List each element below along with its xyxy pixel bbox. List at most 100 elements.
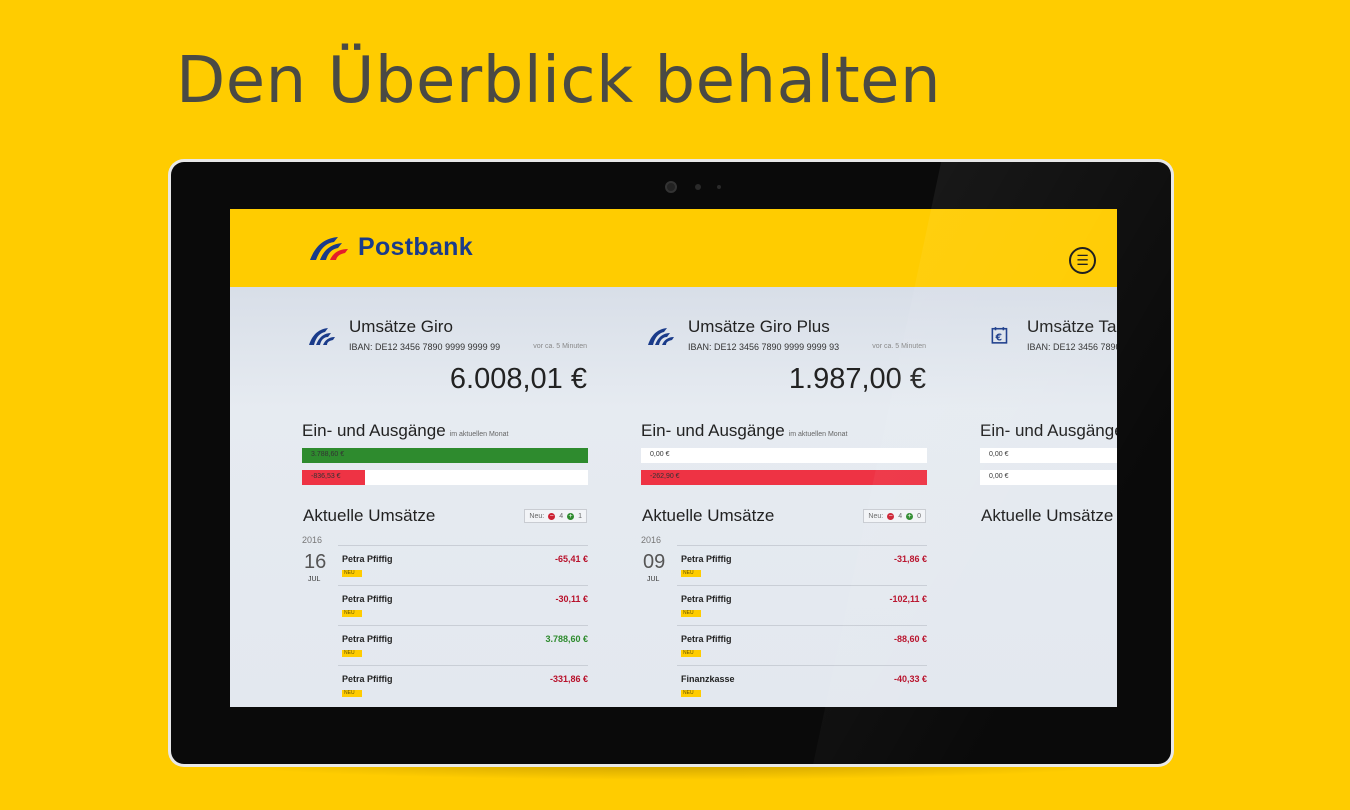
expense-value: 0,00 € [989,473,1009,480]
io-title: Ein- und Ausgänge [980,421,1117,440]
new-tag: NEU [342,610,362,617]
income-bar: 0,00 € [980,448,1117,463]
tx-name: Finanzkasse [681,674,735,684]
sensor-icon [695,184,701,190]
new-tag: NEU [681,610,701,617]
plus-circle-icon: + [567,512,575,520]
account-title: Umsätze Tag [1027,317,1117,336]
tx-amount: -30,11 € [555,594,588,604]
account-panel-giro[interactable]: Umsätze Giro IBAN: DE12 3456 7890 9999 9… [302,287,602,707]
tx-year: 2016 [302,535,323,545]
account-title: Umsätze Giro [349,317,453,336]
expense-value: -836,53 € [311,473,341,480]
new-transactions-badge[interactable]: Neu: − 4 + 1 [524,509,587,523]
sensor-icon [717,185,721,189]
postbank-logo-icon [310,236,348,260]
new-tag: NEU [681,570,701,577]
hamburger-menu-icon: ☰ [1076,252,1089,268]
income-bar: 3.788,60 € [302,448,588,463]
postbank-logo[interactable]: Postbank [308,233,473,262]
transaction-row[interactable]: Petra Pfiffig -65,41 € NEU [338,545,588,585]
menu-button[interactable]: ☰ [1069,247,1096,274]
euro-calendar-icon: € [991,327,1008,344]
postbank-account-icon [309,328,335,345]
income-bar: 0,00 € [641,448,927,463]
transactions-title: Aktuelle Umsätze [981,506,1114,525]
transactions-title: Aktuelle Umsätze [642,506,775,525]
new-transactions-badge[interactable]: Neu: − 4 + 0 [863,509,926,523]
transaction-row[interactable]: Petra Pfiffig -88,60 € NEU [677,625,927,665]
tx-name: Petra Pfiffig [681,634,732,644]
transaction-row[interactable]: Finanzkasse -40,33 € NEU [677,665,927,705]
new-tag: NEU [342,650,362,657]
income-value: 3.788,60 € [311,451,345,458]
tx-month: JUL [647,576,660,583]
transactions-title: Aktuelle Umsätze [303,506,436,525]
tx-name: Petra Pfiffig [681,554,732,564]
expense-bar-fill [641,470,927,485]
account-iban: IBAN: DE12 3456 7890 9999 9999 93 [688,342,840,352]
minus-circle-icon: − [887,512,895,520]
page-headline: Den Überblick behalten [176,44,942,118]
tx-amount: -31,86 € [893,554,927,564]
badge-label: Neu: [868,512,884,520]
transaction-row[interactable]: Petra Pfiffig -30,11 € NEU [338,585,588,625]
income-bar-fill [302,448,588,463]
brand-name: Postbank [358,233,473,261]
tx-month: JUL [308,576,321,583]
new-debits-count: 4 [559,512,564,520]
new-debits-count: 4 [898,512,903,520]
new-tag: NEU [342,690,362,697]
tx-amount: -65,41 € [554,554,588,564]
app-header: Postbank ☰ [230,209,1117,287]
tx-day: 09 [643,551,666,573]
camera-icon [665,181,677,193]
account-title: Umsätze Giro Plus [688,317,830,336]
account-balance: 1.987,00 € [788,363,926,395]
transaction-row[interactable]: Petra Pfiffig -331,86 € NEU [338,665,588,705]
tablet-bezel: Postbank ☰ Umsätze Giro IBAN: DE12 3456 … [171,162,1171,764]
account-panel-giro-plus[interactable]: Umsätze Giro Plus IBAN: DE12 3456 7890 9… [641,287,941,707]
account-iban: IBAN: DE12 3456 7890 [1027,342,1117,352]
minus-circle-icon: − [548,512,556,520]
account-panel-tagesgeld[interactable]: € Umsätze Tag IBAN: DE12 3456 7890 Ein- … [980,287,1117,707]
tx-amount: -88,60 € [893,634,927,644]
transaction-list: Petra Pfiffig -65,41 € NEU Petra Pfiffig… [338,545,588,705]
tx-name: Petra Pfiffig [681,594,732,604]
tx-name: Petra Pfiffig [342,554,393,564]
new-credits-count: 0 [917,512,921,520]
io-title: Ein- und Ausgänge im aktuellen Monat [302,421,509,440]
account-iban: IBAN: DE12 3456 7890 9999 9999 99 [349,342,501,352]
transaction-list: Petra Pfiffig -31,86 € NEU Petra Pfiffig… [677,545,927,705]
expense-bar-fill [302,470,365,485]
income-value: 0,00 € [989,451,1009,458]
tx-amount: -331,86 € [549,674,588,684]
expense-value: -262,90 € [650,473,680,480]
expense-bar: -262,90 € [641,470,927,485]
transaction-row[interactable]: Petra Pfiffig -102,11 € NEU [677,585,927,625]
tx-year: 2016 [641,535,662,545]
last-updated: vor ca. 5 Minuten [872,343,926,350]
tx-name: Petra Pfiffig [342,594,393,604]
new-tag: NEU [681,650,701,657]
tx-amount: -102,11 € [889,594,927,604]
tx-name: Petra Pfiffig [342,634,393,644]
tx-amount: -40,33 € [893,674,927,684]
plus-circle-icon: + [906,512,914,520]
tablet-device: Postbank ☰ Umsätze Giro IBAN: DE12 3456 … [168,159,1174,767]
tx-amount: 3.788,60 € [545,634,588,644]
tx-name: Petra Pfiffig [342,674,393,684]
new-credits-count: 1 [578,512,582,520]
new-tag: NEU [681,690,701,697]
postbank-account-icon [648,328,674,345]
svg-text:€: € [995,333,1003,344]
expense-bar: -836,53 € [302,470,588,485]
transaction-row[interactable]: Petra Pfiffig 3.788,60 € NEU [338,625,588,665]
tx-day: 16 [304,551,327,573]
new-tag: NEU [342,570,362,577]
account-balance: 6.008,01 € [449,363,587,395]
last-updated: vor ca. 5 Minuten [533,343,587,350]
income-value: 0,00 € [650,451,670,458]
expense-bar: 0,00 € [980,470,1117,485]
transaction-row[interactable]: Petra Pfiffig -31,86 € NEU [677,545,927,585]
